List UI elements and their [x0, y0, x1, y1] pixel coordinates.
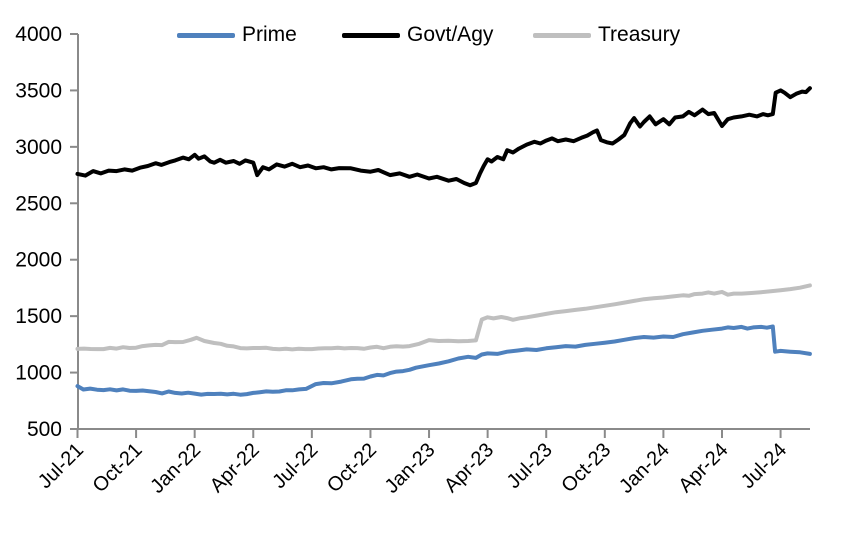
- y-tick-label: 2500: [15, 192, 62, 215]
- x-tick-label: Jul-24: [737, 439, 791, 493]
- x-tick-label: Jul-23: [503, 439, 557, 493]
- y-tick-label: 3000: [15, 136, 62, 159]
- x-tick-label: Jul-21: [34, 439, 88, 493]
- prime-line-swatch: [177, 32, 235, 38]
- legend: Prime Govt/Agy Treasury: [0, 21, 852, 49]
- y-tick-label: 1000: [15, 362, 62, 385]
- legend-label-treasury: Treasury: [598, 23, 681, 46]
- x-tick-label: Apr-23: [440, 439, 498, 497]
- x-tick-label: Jan-24: [615, 439, 674, 498]
- x-tick-label: Jul-22: [268, 439, 322, 493]
- legend-item-treasury: Treasury: [533, 21, 680, 49]
- y-tick-label: 3500: [15, 79, 62, 102]
- legend-item-prime: Prime: [177, 21, 297, 49]
- y-tick-label: 4000: [15, 23, 62, 46]
- x-tick-label: Jan-22: [146, 439, 205, 498]
- x-tick-label: Apr-22: [206, 439, 264, 497]
- legend-label-govt-agy: Govt/Agy: [407, 23, 494, 46]
- series-line-treasury: [75, 283, 812, 352]
- x-tick-label: Oct-21: [89, 439, 147, 497]
- treasury-line-swatch: [533, 32, 591, 38]
- x-tick-label: Jan-23: [381, 439, 440, 498]
- series-line-prime: [75, 324, 812, 397]
- govt-agy-line-swatch: [342, 32, 400, 38]
- x-tick-label: Apr-24: [675, 439, 733, 497]
- legend-item-govt-agy: Govt/Agy: [342, 21, 493, 49]
- series-line-govt-agy: [75, 86, 812, 188]
- y-tick-label: 2000: [15, 249, 62, 272]
- x-tick-label: Oct-23: [557, 439, 615, 497]
- y-tick-label: 1500: [15, 305, 62, 328]
- y-tick-label: 500: [27, 418, 62, 441]
- x-tick-label: Oct-22: [323, 439, 381, 497]
- legend-label-prime: Prime: [242, 23, 297, 46]
